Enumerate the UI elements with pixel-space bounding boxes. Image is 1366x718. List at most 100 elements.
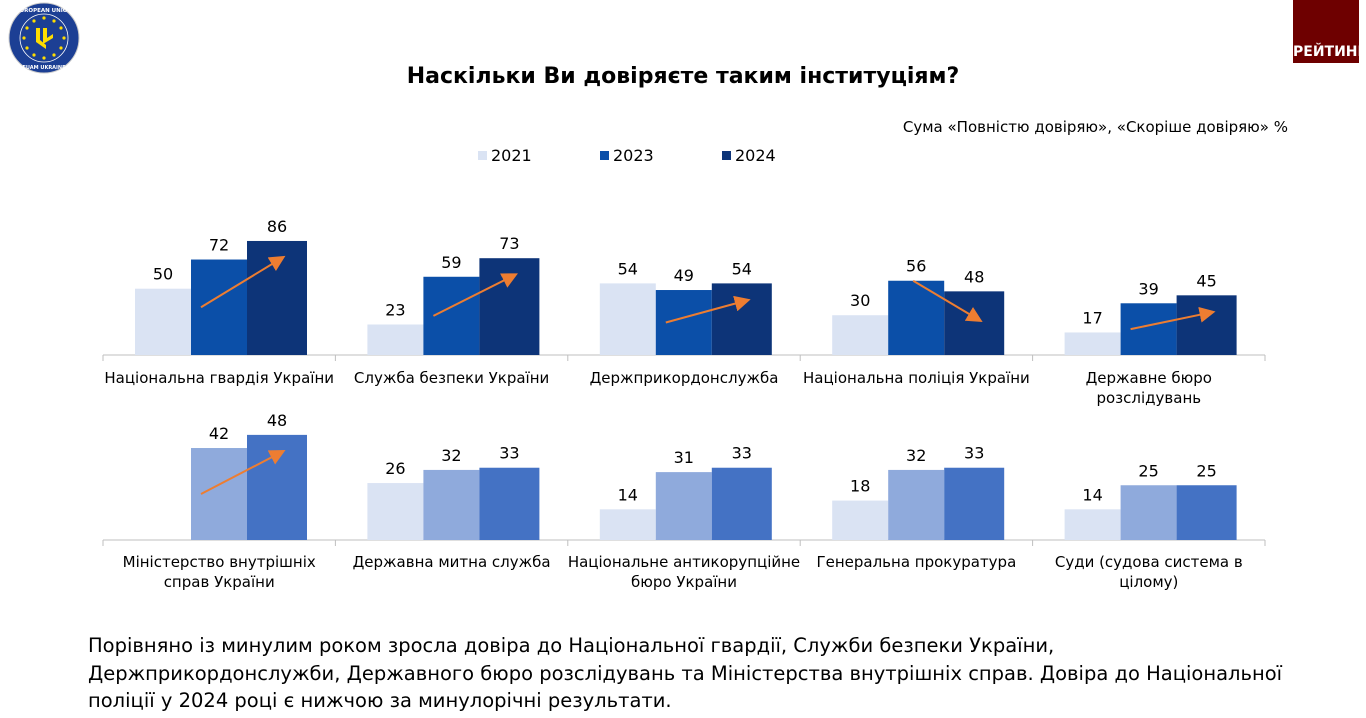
- data-label: 49: [674, 266, 694, 285]
- data-label: 73: [499, 234, 519, 253]
- trend-arrow-up: [665, 295, 751, 324]
- rating-badge: РЕЙТИНГ: [1293, 0, 1366, 63]
- data-label: 45: [1196, 271, 1216, 290]
- data-label: 42: [209, 424, 229, 443]
- data-label: 25: [1138, 461, 1158, 480]
- bar-2024: [944, 467, 1005, 540]
- bar-2023: [1120, 303, 1177, 355]
- category-label: Національна поліція України: [800, 368, 1032, 388]
- data-label: 14: [618, 485, 638, 504]
- data-label: 54: [618, 259, 638, 278]
- category-label-line: цілому): [1119, 573, 1179, 591]
- bar-2023: [191, 259, 247, 355]
- trend-arrow-up: [200, 450, 286, 495]
- bar-2023: [1120, 485, 1177, 540]
- summary-text: Порівняно із минулим роком зросла довіра…: [88, 634, 1283, 712]
- category-label: Служба безпеки України: [335, 368, 567, 388]
- bar-2021: [135, 288, 191, 355]
- legend-swatch: [478, 151, 487, 160]
- category-label-line: справ України: [163, 573, 275, 591]
- category-label-line: Генеральна прокуратура: [816, 553, 1017, 571]
- bar-2021: [599, 283, 656, 355]
- data-label: 39: [1138, 279, 1158, 298]
- bar-2023: [655, 472, 712, 540]
- data-label: 48: [964, 267, 984, 286]
- data-label: 33: [499, 444, 519, 463]
- bar-2021: [599, 509, 656, 540]
- category-label-line: Національне антикорупційне: [567, 553, 801, 571]
- legend-swatch: [600, 151, 609, 160]
- data-label: 25: [1196, 461, 1216, 480]
- legend-item-2021: 2021: [478, 146, 600, 165]
- data-label: 32: [906, 446, 926, 465]
- bar-2024: [479, 258, 540, 355]
- bar-2021: [367, 483, 424, 540]
- bar-2023: [423, 469, 480, 540]
- data-label: 14: [1082, 485, 1102, 504]
- category-label: Національне антикорупційне бюро України: [568, 552, 800, 592]
- data-label: 59: [441, 253, 461, 272]
- bar-2023: [888, 469, 945, 540]
- legend-label: 2021: [491, 146, 532, 165]
- category-label-line: Суди (судова система в: [1054, 553, 1243, 571]
- svg-text:EUROPEAN UNION: EUROPEAN UNION: [16, 8, 72, 14]
- category-label-line: Державне бюро: [1085, 369, 1212, 387]
- bar-2024: [1176, 295, 1237, 355]
- data-label: 72: [209, 236, 229, 255]
- bar-2024: [944, 291, 1005, 355]
- trend-arrow-up: [1130, 306, 1216, 331]
- legend-label: 2024: [735, 146, 776, 165]
- bar-2024: [247, 434, 307, 540]
- category-label-line: Служба безпеки України: [353, 369, 550, 387]
- data-label: 54: [732, 259, 752, 278]
- bar-2024: [479, 467, 540, 540]
- chart-title: Наскільки Ви довіряєте таким інституціям…: [406, 64, 960, 89]
- euam-logo: EUROPEAN UNION EUAM UKRAINE: [8, 2, 80, 74]
- bar-2024: [711, 467, 772, 540]
- bar-2023: [655, 290, 712, 355]
- data-label: 23: [385, 301, 405, 320]
- svg-text:EUAM UKRAINE: EUAM UKRAINE: [22, 65, 66, 71]
- category-label-line: Державна митна служба: [352, 553, 551, 571]
- data-label: 56: [906, 257, 926, 276]
- data-label: 48: [267, 411, 287, 430]
- bar-2024: [1176, 485, 1237, 540]
- category-label-line: Держприкордонслужба: [589, 369, 779, 387]
- bar-2021: [1064, 332, 1121, 355]
- data-label: 30: [850, 291, 870, 310]
- data-label: 31: [674, 448, 694, 467]
- category-label-line: Національна гвардія України: [104, 369, 334, 387]
- legend-item-2023: 2023: [600, 146, 722, 165]
- category-label: Генеральна прокуратура: [800, 552, 1032, 572]
- data-label: 33: [732, 444, 752, 463]
- bar-2021: [832, 500, 889, 540]
- legend-label: 2023: [613, 146, 654, 165]
- category-label-line: Міністерство внутрішніх: [122, 553, 316, 571]
- data-label: 17: [1082, 308, 1102, 327]
- category-label: Держприкордонслужба: [568, 368, 800, 388]
- bar-2024: [247, 240, 307, 355]
- bar-2021: [1064, 509, 1121, 540]
- chart-subtitle: Сума «Повністю довіряю», «Скоріше довіря…: [902, 118, 1288, 136]
- trend-arrow-down: [912, 279, 983, 323]
- bar-2023: [191, 448, 247, 540]
- category-label: Національна гвардія України: [103, 368, 335, 388]
- data-label: 50: [153, 265, 173, 284]
- data-label: 26: [385, 459, 405, 478]
- category-label-line: Національна поліція України: [803, 369, 1030, 387]
- data-label: 33: [964, 444, 984, 463]
- bar-2021: [367, 324, 424, 355]
- bar-2024: [711, 283, 772, 355]
- category-label: Суди (судова система в цілому): [1033, 552, 1265, 592]
- category-label-line: розслідувань: [1096, 389, 1202, 407]
- trend-arrow-up: [432, 273, 518, 317]
- data-label: 86: [267, 217, 287, 236]
- legend-item-2024: 2024: [722, 146, 844, 165]
- bar-2023: [423, 276, 480, 355]
- category-label: Державна митна служба: [335, 552, 567, 572]
- category-label-line: бюро України: [631, 573, 737, 591]
- data-label: 18: [850, 477, 870, 496]
- category-label: Державне бюро розслідувань: [1033, 368, 1265, 408]
- category-label: Міністерство внутрішніх справ України: [103, 552, 335, 592]
